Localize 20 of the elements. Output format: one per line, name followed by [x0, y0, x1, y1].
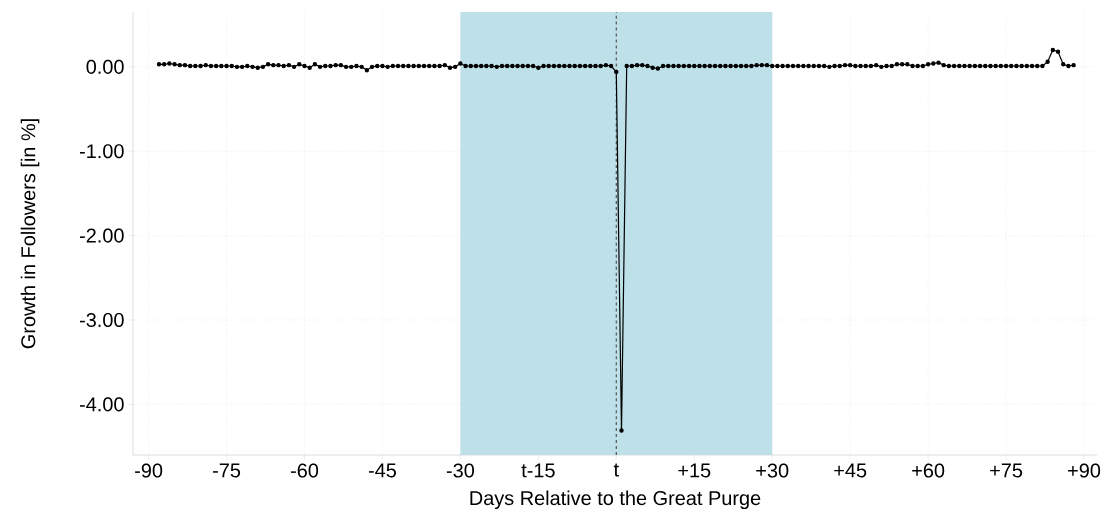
- x-tick-label: +30: [756, 463, 789, 478]
- y-tick-label: -2.00: [79, 228, 124, 243]
- x-tick-label: -75: [213, 463, 241, 478]
- x-tick-label: t-15: [521, 463, 555, 478]
- x-axis-title: Days Relative to the Great Purge: [470, 490, 761, 510]
- x-tick-label: -60: [290, 463, 319, 478]
- x-tick-label: +75: [990, 463, 1023, 478]
- x-tick-label: +60: [912, 463, 945, 478]
- y-tick-label: -1.00: [79, 144, 124, 159]
- x-tick-label: +45: [834, 463, 867, 478]
- x-tick-label: -45: [368, 463, 397, 478]
- y-tick-label: -4.00: [79, 397, 124, 412]
- y-tick-label: 0.00: [86, 59, 124, 74]
- y-axis-title: Growth in Followers [in %]: [20, 119, 40, 349]
- x-tick-label: +15: [678, 463, 711, 478]
- x-tick-label: -90: [135, 463, 163, 478]
- x-tick-label: +90: [1068, 463, 1101, 478]
- y-tick-label: -3.00: [79, 312, 124, 328]
- x-tick-label: t: [613, 463, 619, 477]
- x-tick-label: -30: [446, 463, 475, 478]
